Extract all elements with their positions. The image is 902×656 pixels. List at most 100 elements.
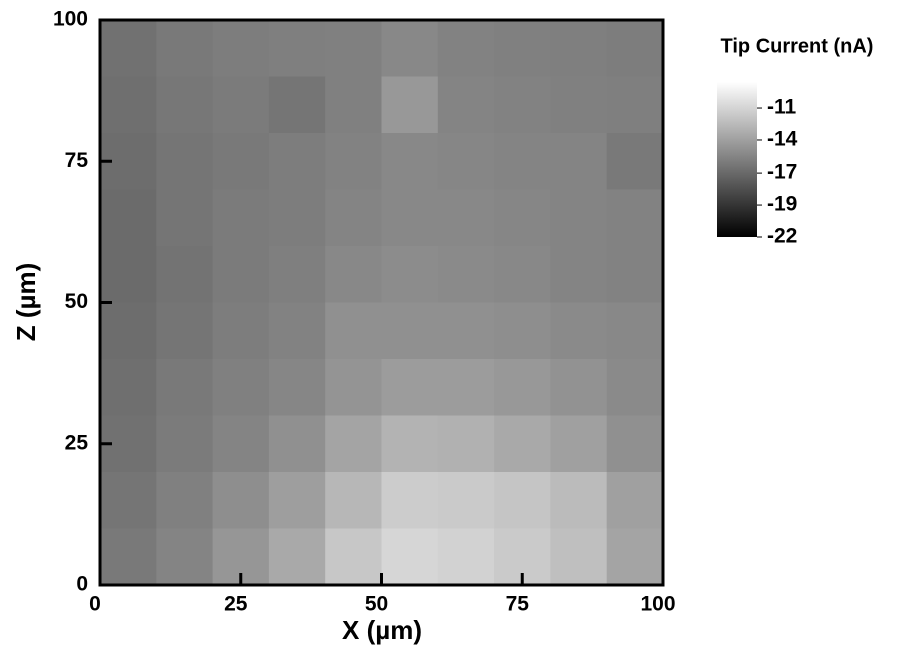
colorbar-tick-label: -14	[767, 128, 798, 151]
x-tick-label: 0	[89, 593, 101, 616]
heat-cell	[606, 246, 664, 303]
heat-cell	[268, 415, 326, 473]
heat-cell	[212, 76, 270, 134]
heat-cell	[100, 246, 157, 303]
heat-cell	[437, 359, 495, 416]
heat-cell	[268, 133, 326, 190]
colorbar-tick-label: -17	[767, 161, 797, 184]
heat-cell	[437, 246, 495, 303]
heat-cell	[606, 472, 664, 529]
heat-cell	[606, 133, 664, 190]
x-tick-label: 75	[506, 593, 530, 616]
heat-cell	[156, 415, 214, 473]
heat-cell	[156, 359, 214, 416]
heat-cell	[550, 246, 608, 303]
y-tick-label: 75	[65, 149, 89, 172]
heat-cell	[381, 133, 439, 190]
heat-cell	[156, 189, 214, 247]
heat-cell	[156, 528, 214, 586]
heat-cell	[381, 528, 439, 586]
heat-cell	[325, 189, 382, 247]
heat-cell	[550, 302, 608, 360]
heat-cell	[212, 415, 270, 473]
y-tick-label: 25	[65, 431, 89, 454]
heat-cell	[156, 302, 214, 360]
colorbar-title: Tip Current (nA)	[721, 35, 874, 57]
heat-cell	[268, 302, 326, 360]
heat-cell	[381, 189, 439, 247]
heat-cell	[381, 472, 439, 529]
x-axis-label: X (µm)	[342, 615, 422, 645]
colorbar-tick-label: -11	[767, 96, 797, 119]
heat-cell	[606, 302, 664, 360]
x-tick-label: 50	[365, 593, 388, 616]
heat-cell	[606, 359, 664, 416]
heat-cell	[494, 415, 551, 473]
heat-cell	[156, 246, 214, 303]
heat-cell	[100, 359, 157, 416]
heat-cell	[325, 415, 382, 473]
heat-cell	[437, 133, 495, 190]
heat-cell	[212, 359, 270, 416]
y-tick-label: 0	[76, 573, 88, 596]
heat-cell	[325, 302, 382, 360]
heat-cell	[606, 76, 664, 134]
heat-cell	[212, 133, 270, 190]
x-tick-label: 25	[224, 593, 248, 616]
heat-cell	[437, 528, 495, 586]
heat-cell	[550, 133, 608, 190]
heat-cell	[268, 189, 326, 247]
heat-cell	[268, 528, 326, 586]
heat-cell	[550, 415, 608, 473]
heat-cell	[550, 20, 608, 77]
heat-cell	[550, 189, 608, 247]
heat-cell	[212, 472, 270, 529]
heat-cell	[437, 415, 495, 473]
heat-cell	[494, 76, 551, 134]
heat-cell	[550, 528, 608, 586]
heat-cell	[100, 302, 157, 360]
colorbar-tick-label: -19	[767, 193, 797, 216]
y-tick-label: 50	[65, 290, 88, 313]
heat-cell	[494, 472, 551, 529]
colorbar-tick-label: -22	[767, 225, 797, 248]
heat-cell	[325, 472, 382, 529]
heat-cell	[606, 20, 664, 77]
y-tick-label: 100	[53, 8, 88, 31]
heat-cell	[325, 528, 382, 586]
heat-cell	[268, 76, 326, 134]
heat-cell	[381, 246, 439, 303]
heat-cell	[268, 246, 326, 303]
heat-cell	[100, 528, 157, 586]
heat-cell	[550, 359, 608, 416]
heat-cell	[381, 20, 439, 77]
heat-cell	[437, 76, 495, 134]
heat-cell	[494, 133, 551, 190]
heat-cell	[212, 302, 270, 360]
heat-cell	[268, 472, 326, 529]
heat-cell	[494, 189, 551, 247]
heat-cell	[550, 472, 608, 529]
heat-cell	[494, 20, 551, 77]
heat-cell	[437, 20, 495, 77]
heat-cell	[437, 189, 495, 247]
heat-cell	[100, 472, 157, 529]
heat-cell	[212, 246, 270, 303]
heat-cell	[212, 20, 270, 77]
heat-cell	[325, 359, 382, 416]
heat-cell	[156, 472, 214, 529]
heat-cell	[381, 76, 439, 134]
heat-cell	[494, 246, 551, 303]
heat-cell	[381, 302, 439, 360]
heat-cell	[325, 20, 382, 77]
heat-cell	[212, 189, 270, 247]
heat-cell	[100, 20, 157, 77]
heat-cell	[494, 302, 551, 360]
heat-cell	[381, 415, 439, 473]
x-tick-label: 100	[640, 593, 675, 616]
heat-cell	[494, 359, 551, 416]
heat-cell	[606, 189, 664, 247]
heat-cell	[437, 472, 495, 529]
heat-cell	[100, 189, 157, 247]
